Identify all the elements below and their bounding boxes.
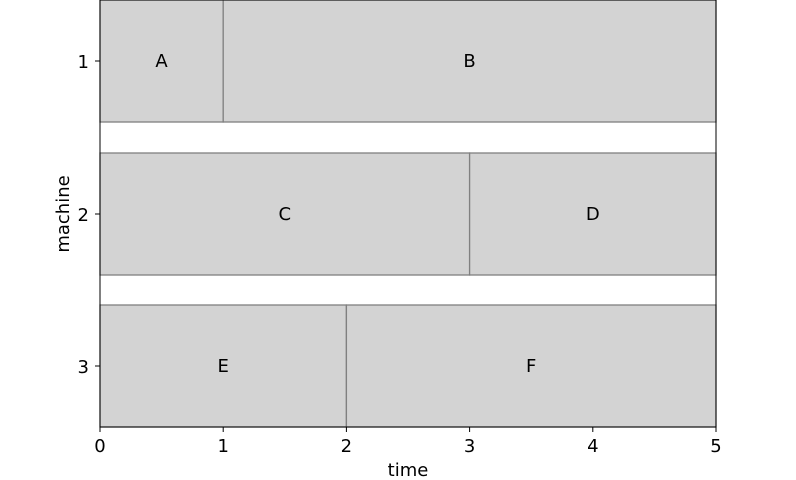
task-bar-e <box>99 304 348 428</box>
x-tick-label: 1 <box>217 436 228 457</box>
x-tick-label: 4 <box>587 436 598 457</box>
task-label-a: A <box>155 51 168 72</box>
task-label-b: B <box>463 51 475 72</box>
x-tick-label: 0 <box>94 436 105 457</box>
task-bar-d <box>468 152 717 276</box>
task-label-c: C <box>279 204 292 225</box>
task-label-d: D <box>586 204 600 225</box>
x-tick-label: 3 <box>464 436 475 457</box>
y-tick-label: 1 <box>78 52 89 73</box>
axes-layer: 0 1 2 3 4 5 1 2 3 <box>78 0 722 457</box>
x-tick-label: 2 <box>341 436 352 457</box>
y-axis-label: machine <box>53 175 74 252</box>
x-tick-label: 5 <box>710 436 721 457</box>
task-bar-a <box>99 0 224 123</box>
task-label-f: F <box>526 356 536 377</box>
bars-layer: A B C D E F <box>99 0 717 428</box>
task-label-e: E <box>218 356 229 377</box>
y-tick-label: 3 <box>78 357 89 378</box>
x-axis-label: time <box>388 460 429 480</box>
y-tick-label: 2 <box>78 205 89 226</box>
task-bar-b <box>222 0 717 123</box>
